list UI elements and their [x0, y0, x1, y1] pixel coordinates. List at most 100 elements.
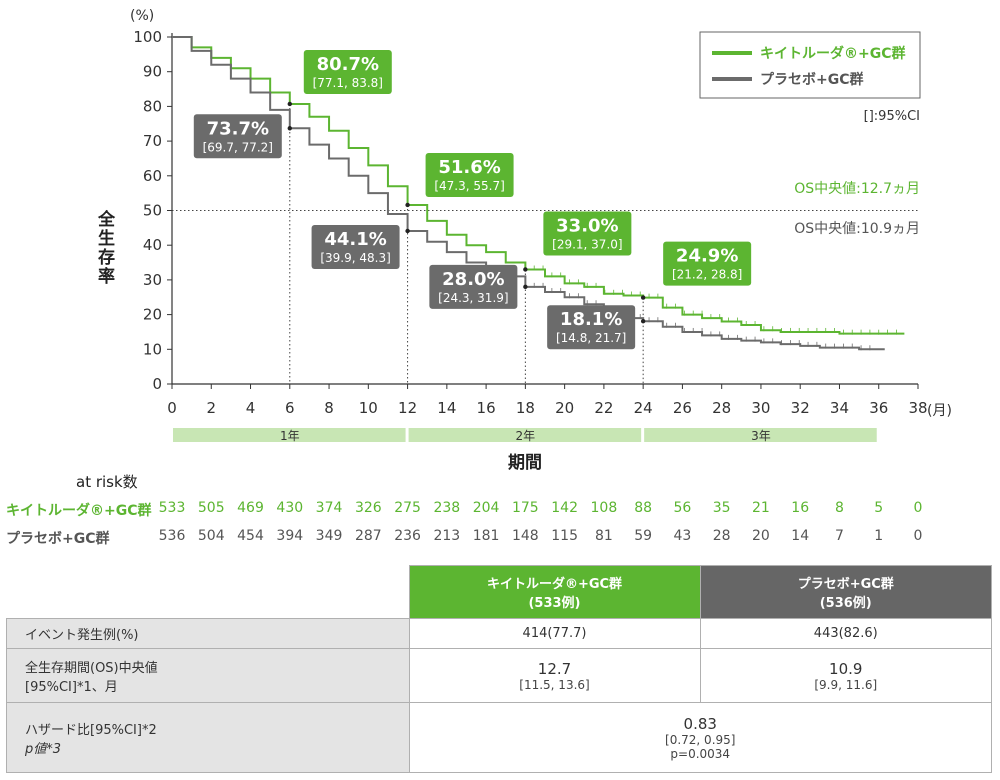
at-risk-row-gray: プラセボ+GC群 536 504 454 394 349 287 236 213 181 148 1… — [0, 526, 1000, 550]
at-risk-value: 505 — [197, 500, 225, 516]
callout-value: 44.1% — [324, 229, 386, 250]
callout-value: 80.7% — [317, 54, 379, 75]
at-risk-value: 21 — [752, 500, 770, 516]
table-row-hazard: ハザード比[95%CI]*2 p値*3 0.83 [0.72, 0.95] p=… — [6, 702, 992, 773]
callout-point — [405, 228, 410, 234]
callout-box — [193, 114, 282, 159]
x-tick-label: 36 — [869, 399, 888, 417]
at-risk-value: 238 — [433, 500, 461, 516]
at-risk-value: 28 — [712, 528, 731, 544]
row-label-events: イベント発生例(%) — [6, 618, 410, 649]
callout-value: 18.1% — [560, 309, 622, 330]
x-tick-label: 30 — [751, 399, 770, 417]
x-tick-label: 10 — [359, 399, 378, 417]
year-band — [408, 428, 642, 442]
at-risk-value: 35 — [712, 500, 731, 516]
at-risk-value: 326 — [354, 500, 382, 516]
callout-box — [543, 211, 632, 256]
median-gray: 10.9 [9.9, 11.6] — [699, 648, 992, 703]
legend-label-green: キイトルーダ®+GC群 — [760, 45, 906, 62]
at-risk-value: 430 — [276, 500, 304, 516]
at-risk-value: 287 — [354, 528, 382, 544]
x-tick-label: 32 — [791, 399, 810, 417]
callout-ci: [14.8, 21.7] — [556, 331, 626, 345]
x-tick-label: 16 — [477, 399, 496, 417]
x-tick-label: 12 — [398, 399, 417, 417]
callout-point — [640, 318, 646, 324]
header-gray-name: プラセボ+GC群 — [797, 577, 894, 592]
at-risk-value: 14 — [791, 528, 810, 544]
median-gray-value: 10.9 — [829, 659, 863, 678]
year-band-label: 1年 — [280, 429, 300, 443]
x-tick-label: 0 — [167, 399, 177, 417]
row-label-hazard-1: ハザード比[95%CI]*2 — [25, 722, 157, 738]
events-green: 414(77.7) — [408, 618, 701, 649]
x-tick-label: 8 — [324, 399, 334, 417]
callout-point — [523, 267, 528, 272]
at-risk-value: 0 — [913, 500, 923, 516]
year-band-label: 2年 — [516, 429, 536, 443]
y-tick-label: 90 — [143, 63, 162, 81]
ci-note: []:95%CI — [864, 109, 920, 124]
at-risk-value: 469 — [237, 500, 264, 516]
at-risk-value: 8 — [835, 500, 844, 516]
at-risk-value: 349 — [315, 528, 343, 544]
y-tick-label: 40 — [143, 236, 162, 254]
row-label-median-1: 全生存期間(OS)中央値 — [25, 660, 158, 676]
y-unit-label: (%) — [130, 8, 154, 24]
callout-box — [663, 241, 752, 286]
row-label-median-2: [95%CI]*1、月 — [25, 679, 118, 695]
at-risk-title: at risk数 — [76, 473, 138, 491]
at-risk-value: 454 — [237, 528, 264, 544]
header-green-name: キイトルーダ®+GC群 — [486, 577, 623, 592]
year-band — [173, 428, 406, 442]
year-band — [644, 428, 877, 442]
at-risk-label-gray: プラセボ+GC群 — [6, 531, 110, 547]
x-tick-label: 26 — [673, 399, 692, 417]
at-risk-value: 20 — [752, 528, 770, 544]
year-bands: 1年 2年 3年 — [173, 428, 877, 443]
series-line-green — [172, 36, 905, 335]
callout-ci: [24.3, 31.9] — [438, 291, 508, 305]
median-green: 12.7 [11.5, 13.6] — [408, 648, 701, 703]
at-risk-value: 1 — [874, 528, 884, 544]
row-label-hazard-2: p値*3 — [25, 741, 62, 757]
x-unit-label: (月) — [927, 403, 952, 419]
x-tick-label: 22 — [594, 399, 613, 417]
at-risk-value: 148 — [511, 528, 539, 544]
callout-value: 24.9% — [676, 246, 738, 267]
x-tick-label: 14 — [437, 399, 456, 417]
at-risk-value: 108 — [590, 500, 618, 516]
y-tick-label: 80 — [143, 97, 162, 115]
x-tick-label: 6 — [285, 399, 295, 417]
at-risk-value: 142 — [551, 500, 578, 516]
callout-value: 33.0% — [556, 215, 618, 236]
y-tick-label: 60 — [143, 167, 162, 185]
median-gray-ci: [9.9, 11.6] — [814, 677, 878, 692]
table-corner — [6, 565, 410, 619]
callout-box — [547, 305, 636, 350]
at-risk-value: 88 — [634, 500, 653, 516]
p-value: p=0.0034 — [670, 746, 731, 761]
at-risk-value: 213 — [433, 528, 461, 544]
median-green-value: 12.7 — [537, 659, 572, 678]
at-risk-value: 394 — [276, 528, 304, 544]
at-risk-value: 56 — [673, 500, 692, 516]
at-risk-value: 181 — [472, 528, 500, 544]
callout-box — [425, 152, 514, 197]
at-risk-label-green: キイトルーダ®+GC群 — [6, 503, 152, 519]
header-green: キイトルーダ®+GC群 (533例) — [408, 565, 701, 619]
x-tick-label: 18 — [516, 399, 535, 417]
callout-point — [287, 126, 292, 131]
at-risk-value: 374 — [315, 500, 343, 516]
y-tick-label: 10 — [143, 340, 162, 358]
callouts: 80.7%[77.1, 83.8]73.7%[69.7, 77.2]51.6%[… — [193, 49, 752, 350]
callout-box — [429, 264, 518, 309]
at-risk-value: 275 — [394, 500, 421, 516]
y-tick-label: 0 — [152, 375, 162, 393]
callout-value: 51.6% — [438, 157, 500, 178]
callout-ci: [47.3, 55.7] — [434, 179, 504, 193]
callout-ci: [21.2, 28.8] — [672, 268, 742, 282]
hazard-ci: [0.72, 0.95] — [665, 732, 736, 747]
